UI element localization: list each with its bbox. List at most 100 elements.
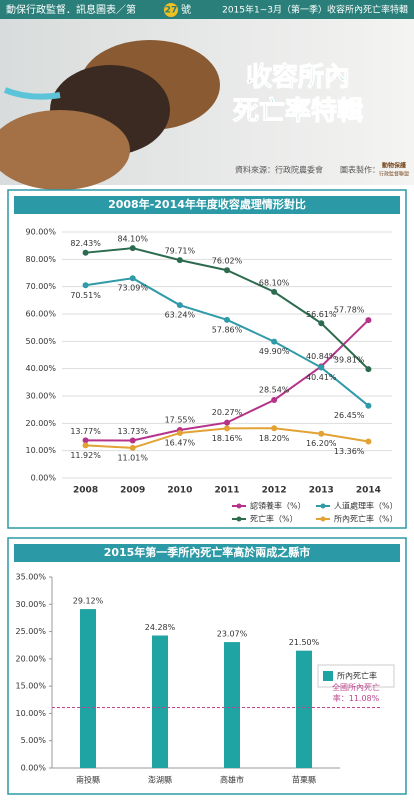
chart-frame — [7, 189, 407, 529]
bar — [296, 650, 312, 768]
logo: 動物保護 — [382, 162, 407, 170]
data-label: 79.71% — [165, 247, 196, 256]
y-tick-label: 10.00% — [15, 709, 46, 718]
data-label: 29.12% — [73, 597, 104, 606]
data-label: 24.28% — [145, 623, 176, 632]
collar — [3, 87, 61, 100]
y-tick-label: 80.00% — [25, 255, 56, 264]
maker: 圖表製作： — [340, 165, 380, 175]
data-point — [318, 430, 325, 437]
data-point — [176, 257, 183, 264]
data-label: 76.02% — [212, 257, 243, 266]
chart-title-bar — [14, 196, 400, 214]
data-label: 26.45% — [334, 411, 365, 420]
chart-title-bar — [14, 544, 400, 562]
data-point — [365, 366, 372, 373]
data-point — [224, 419, 230, 426]
data-point — [82, 282, 89, 289]
issue-badge — [164, 3, 178, 17]
x-tick-label: 2009 — [120, 486, 145, 496]
x-tick-label: 2011 — [214, 486, 239, 496]
data-point — [82, 442, 89, 449]
header-series: 動保行政監督．訊息圖表／第 — [6, 3, 136, 16]
data-label: 17.55% — [165, 416, 196, 425]
x-tick-label: 苗栗縣 — [292, 775, 316, 785]
data-point — [82, 437, 89, 444]
y-tick-label: 15.00% — [15, 682, 46, 691]
data-label: 39.81% — [334, 356, 365, 365]
data-point — [271, 338, 278, 345]
x-tick-label: 2013 — [309, 486, 334, 496]
data-label: 18.16% — [212, 434, 243, 443]
data-label: 49.90% — [259, 347, 290, 356]
y-tick-label: 25.00% — [15, 627, 46, 636]
y-tick-label: 0.00% — [31, 474, 57, 483]
header-period: 2015年1~3月（第一季）收容所內死亡率特輯 — [222, 4, 408, 16]
data-label: 18.20% — [259, 434, 290, 443]
x-tick-label: 澎湖縣 — [148, 775, 172, 785]
data-label: 13.77% — [70, 427, 101, 436]
data-label: 13.36% — [334, 447, 365, 456]
data-label: 84.10% — [117, 235, 148, 244]
data-point — [224, 267, 230, 274]
data-label: 16.20% — [306, 439, 337, 448]
y-tick-label: 30.00% — [25, 392, 56, 401]
header-issue-suffix: 號 — [181, 3, 191, 16]
legend-label: 死亡率（%） — [250, 514, 298, 524]
data-point — [129, 245, 136, 252]
data-label: 70.51% — [70, 291, 101, 300]
data-point — [224, 316, 230, 323]
data-label: 28.54% — [259, 385, 290, 394]
data-label: 73.09% — [117, 284, 148, 293]
data-label: 56.61% — [306, 310, 337, 319]
x-tick-label: 2014 — [356, 486, 381, 496]
data-point — [318, 320, 325, 327]
puppy — [0, 110, 130, 190]
y-tick-label: 40.00% — [25, 364, 56, 373]
bar — [224, 642, 240, 768]
data-point — [129, 437, 136, 444]
data-point — [365, 317, 372, 324]
data-label: 16.47% — [165, 438, 196, 447]
legend-swatch — [236, 516, 242, 522]
data-label: 13.73% — [117, 427, 148, 436]
banner-title: 收容所內 — [246, 62, 350, 93]
y-tick-label: 0.00% — [21, 764, 47, 773]
data-label: 23.07% — [217, 630, 248, 639]
data-point — [271, 288, 278, 295]
data-label: 20.27% — [212, 408, 243, 417]
x-tick-label: 高雄市 — [220, 775, 244, 785]
y-tick-label: 10.00% — [25, 446, 56, 455]
chart-title: 2015年第一季所內死亡率高於兩成之縣市 — [104, 545, 311, 559]
x-tick-label: 南投縣 — [76, 775, 100, 785]
data-label: 82.43% — [70, 239, 101, 248]
y-tick-label: 30.00% — [15, 600, 46, 609]
banner-title: 死亡率特輯 — [233, 96, 363, 127]
bar — [80, 609, 96, 768]
legend-swatch — [320, 516, 326, 522]
legend-label: 所內死亡率（%） — [334, 514, 398, 524]
y-tick-label: 35.00% — [15, 573, 46, 582]
legend-box — [317, 664, 395, 688]
legend-label: 認領養率（%） — [250, 501, 306, 511]
data-label: 63.24% — [165, 311, 196, 320]
header-band — [0, 0, 414, 19]
data-label: 40.84% — [306, 352, 337, 361]
x-tick-label: 2008 — [73, 486, 98, 496]
data-point — [176, 302, 183, 309]
legend-swatch — [236, 503, 242, 509]
y-tick-label: 60.00% — [25, 310, 56, 319]
data-label: 11.01% — [117, 453, 148, 462]
source: 資料來源：行政院農委會 — [235, 165, 323, 175]
data-label: 40.41% — [306, 373, 337, 382]
data-point — [271, 425, 278, 432]
y-tick-label: 20.00% — [25, 419, 56, 428]
logo: 行政監督聯盟 — [379, 171, 409, 178]
y-tick-label: 70.00% — [25, 282, 56, 291]
data-label: 11.92% — [70, 451, 101, 460]
legend-swatch — [323, 671, 333, 681]
data-point — [224, 425, 230, 432]
data-label: 57.78% — [334, 306, 365, 315]
